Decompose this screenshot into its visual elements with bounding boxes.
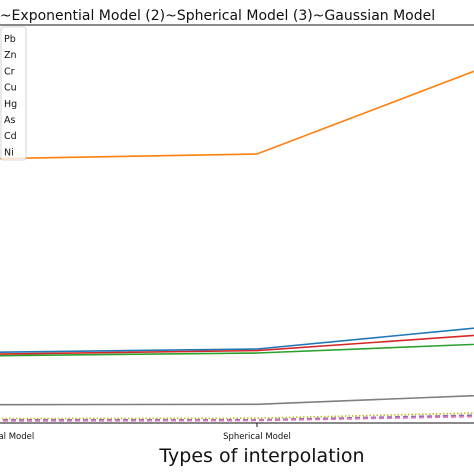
legend-item-cu: Cu (4, 83, 17, 94)
series-line-cu (0, 334, 474, 355)
series-line-ni (0, 412, 474, 420)
x-tick-label: Spherical Model (223, 432, 291, 442)
legend-item-as: As (4, 115, 15, 126)
x-tick-label: Exponential Model (0, 432, 34, 442)
legend: Pb Zn Cr Cu Hg As Cd Ni (0, 26, 27, 161)
series-line-hg (0, 414, 474, 421)
series-line-zn (0, 70, 474, 160)
legend-item-hg: Hg (4, 99, 17, 110)
legend-item-cr: Cr (4, 66, 15, 77)
series-line-cr (0, 343, 474, 357)
series-line-as (0, 394, 474, 406)
legend-item-pb: Pb (4, 34, 16, 45)
legend-box (0, 26, 27, 161)
series-line-pb (0, 327, 474, 353)
legend-item-ni: Ni (4, 147, 14, 158)
series-line-cd (0, 415, 474, 422)
legend-item-zn: Zn (4, 50, 17, 61)
chart-title: (1)~Exponential Model (2)~Spherical Mode… (0, 8, 435, 24)
x-axis-label: Types of interpolation (158, 445, 364, 467)
legend-item-cd: Cd (4, 131, 17, 142)
